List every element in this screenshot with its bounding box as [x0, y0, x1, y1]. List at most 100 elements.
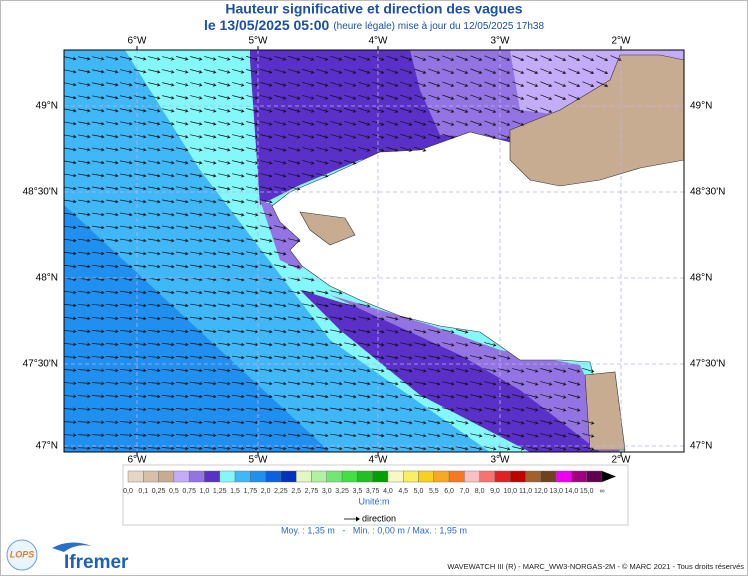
wave-arrow — [456, 394, 469, 399]
wave-arrow — [162, 147, 175, 152]
wave-arrow — [302, 160, 315, 165]
wave-arrow — [344, 316, 357, 321]
scale-label: 2,75 — [305, 488, 319, 495]
scale-cell — [494, 470, 511, 483]
scale-label: 1,0 — [200, 488, 210, 495]
wave-arrow — [77, 303, 91, 308]
wave-arrow — [260, 251, 273, 256]
wave-arrow — [512, 420, 525, 425]
wave-arrow — [217, 433, 231, 438]
scale-label: 2,0 — [261, 488, 271, 495]
wave-arrow — [288, 134, 301, 139]
wave-arrow — [105, 316, 119, 321]
wave-arrow — [316, 55, 329, 61]
wave-arrow — [330, 303, 343, 308]
wave-arrow — [91, 355, 105, 360]
wave-arrow — [232, 316, 245, 321]
lat-label-right: 48°30'N — [690, 187, 725, 198]
wave-arrow — [105, 394, 119, 399]
scale-cell — [571, 470, 587, 483]
wave-arrow — [134, 212, 147, 217]
wave-arrow — [554, 94, 567, 100]
wave-arrow — [134, 134, 147, 139]
wave-arrow — [218, 251, 231, 256]
wave-arrow — [484, 55, 497, 61]
wave-arrow — [64, 147, 77, 152]
wave-arrow — [106, 95, 119, 100]
wave-arrow — [204, 264, 217, 269]
wave-arrow — [64, 69, 77, 74]
wave-arrow — [400, 407, 413, 412]
wave-arrow — [554, 381, 567, 386]
wave-arrow — [92, 69, 105, 74]
wave-arrow — [105, 446, 119, 450]
wave-arrow — [442, 355, 455, 360]
wave-arrow — [176, 251, 189, 256]
scale-label: 2,5 — [291, 488, 301, 495]
wave-arrow — [148, 303, 161, 308]
wave-arrow — [442, 81, 455, 87]
wave-arrow — [190, 82, 203, 87]
wave-arrow — [386, 446, 399, 451]
wave-arrow — [400, 68, 413, 74]
wave-arrow — [176, 134, 189, 139]
wave-arrow — [484, 394, 497, 399]
wave-arrow — [274, 355, 287, 360]
wave-arrow — [120, 173, 133, 178]
wave-arrow — [162, 121, 175, 126]
scale-label: 1,25 — [213, 488, 227, 495]
wave-arrow — [456, 120, 469, 126]
wave-arrow — [92, 121, 105, 126]
wave-arrow — [442, 394, 455, 399]
wave-arrow — [442, 329, 455, 334]
wave-arrow — [330, 147, 343, 152]
wave-arrow — [596, 68, 609, 75]
wave-arrow — [77, 433, 91, 437]
wave-arrow — [64, 433, 77, 437]
wave-arrow — [414, 68, 427, 74]
wave-arrow — [246, 212, 259, 217]
wave-arrow — [288, 381, 301, 386]
wave-arrow — [512, 68, 525, 74]
wave-arrow — [358, 342, 371, 347]
wave-arrow — [148, 108, 161, 113]
wave-arrow — [162, 238, 175, 243]
wave-arrow — [148, 277, 161, 282]
wave-arrow — [77, 342, 91, 347]
wave-arrow — [288, 316, 301, 321]
wave-arrow — [190, 355, 203, 360]
wave-arrow — [134, 264, 147, 269]
wave-arrow — [484, 133, 497, 139]
wave-arrow — [232, 56, 245, 61]
wave-arrow — [428, 120, 441, 126]
wave-arrow — [274, 394, 287, 399]
wave-arrow — [148, 69, 161, 74]
wave-arrow — [260, 160, 273, 165]
wave-arrow — [176, 329, 189, 334]
wave-arrow — [190, 225, 203, 230]
wave-arrow — [204, 199, 217, 204]
wave-arrow — [386, 133, 399, 139]
wave-arrow — [92, 186, 105, 191]
wave-arrow — [134, 95, 147, 100]
wave-arrow — [106, 264, 119, 269]
wave-arrow — [344, 147, 357, 152]
scale-cell — [448, 470, 465, 483]
wave-arrow — [442, 55, 455, 61]
wave-arrow — [119, 394, 133, 399]
wave-arrow — [77, 420, 91, 424]
wave-arrow — [246, 186, 259, 191]
wave-arrow — [162, 160, 175, 165]
wave-arrow — [400, 107, 413, 113]
scale-label: 2,25 — [274, 488, 288, 495]
wave-arrow — [175, 394, 189, 399]
direction-label: direction — [362, 513, 396, 523]
wave-arrow — [540, 81, 553, 87]
wave-arrow — [105, 329, 119, 334]
wave-arrow — [316, 160, 329, 165]
scale-cell — [250, 470, 266, 483]
wave-arrow — [148, 160, 161, 165]
wave-arrow — [162, 368, 175, 373]
wave-arrow — [133, 433, 147, 438]
wave-arrow — [162, 108, 175, 113]
